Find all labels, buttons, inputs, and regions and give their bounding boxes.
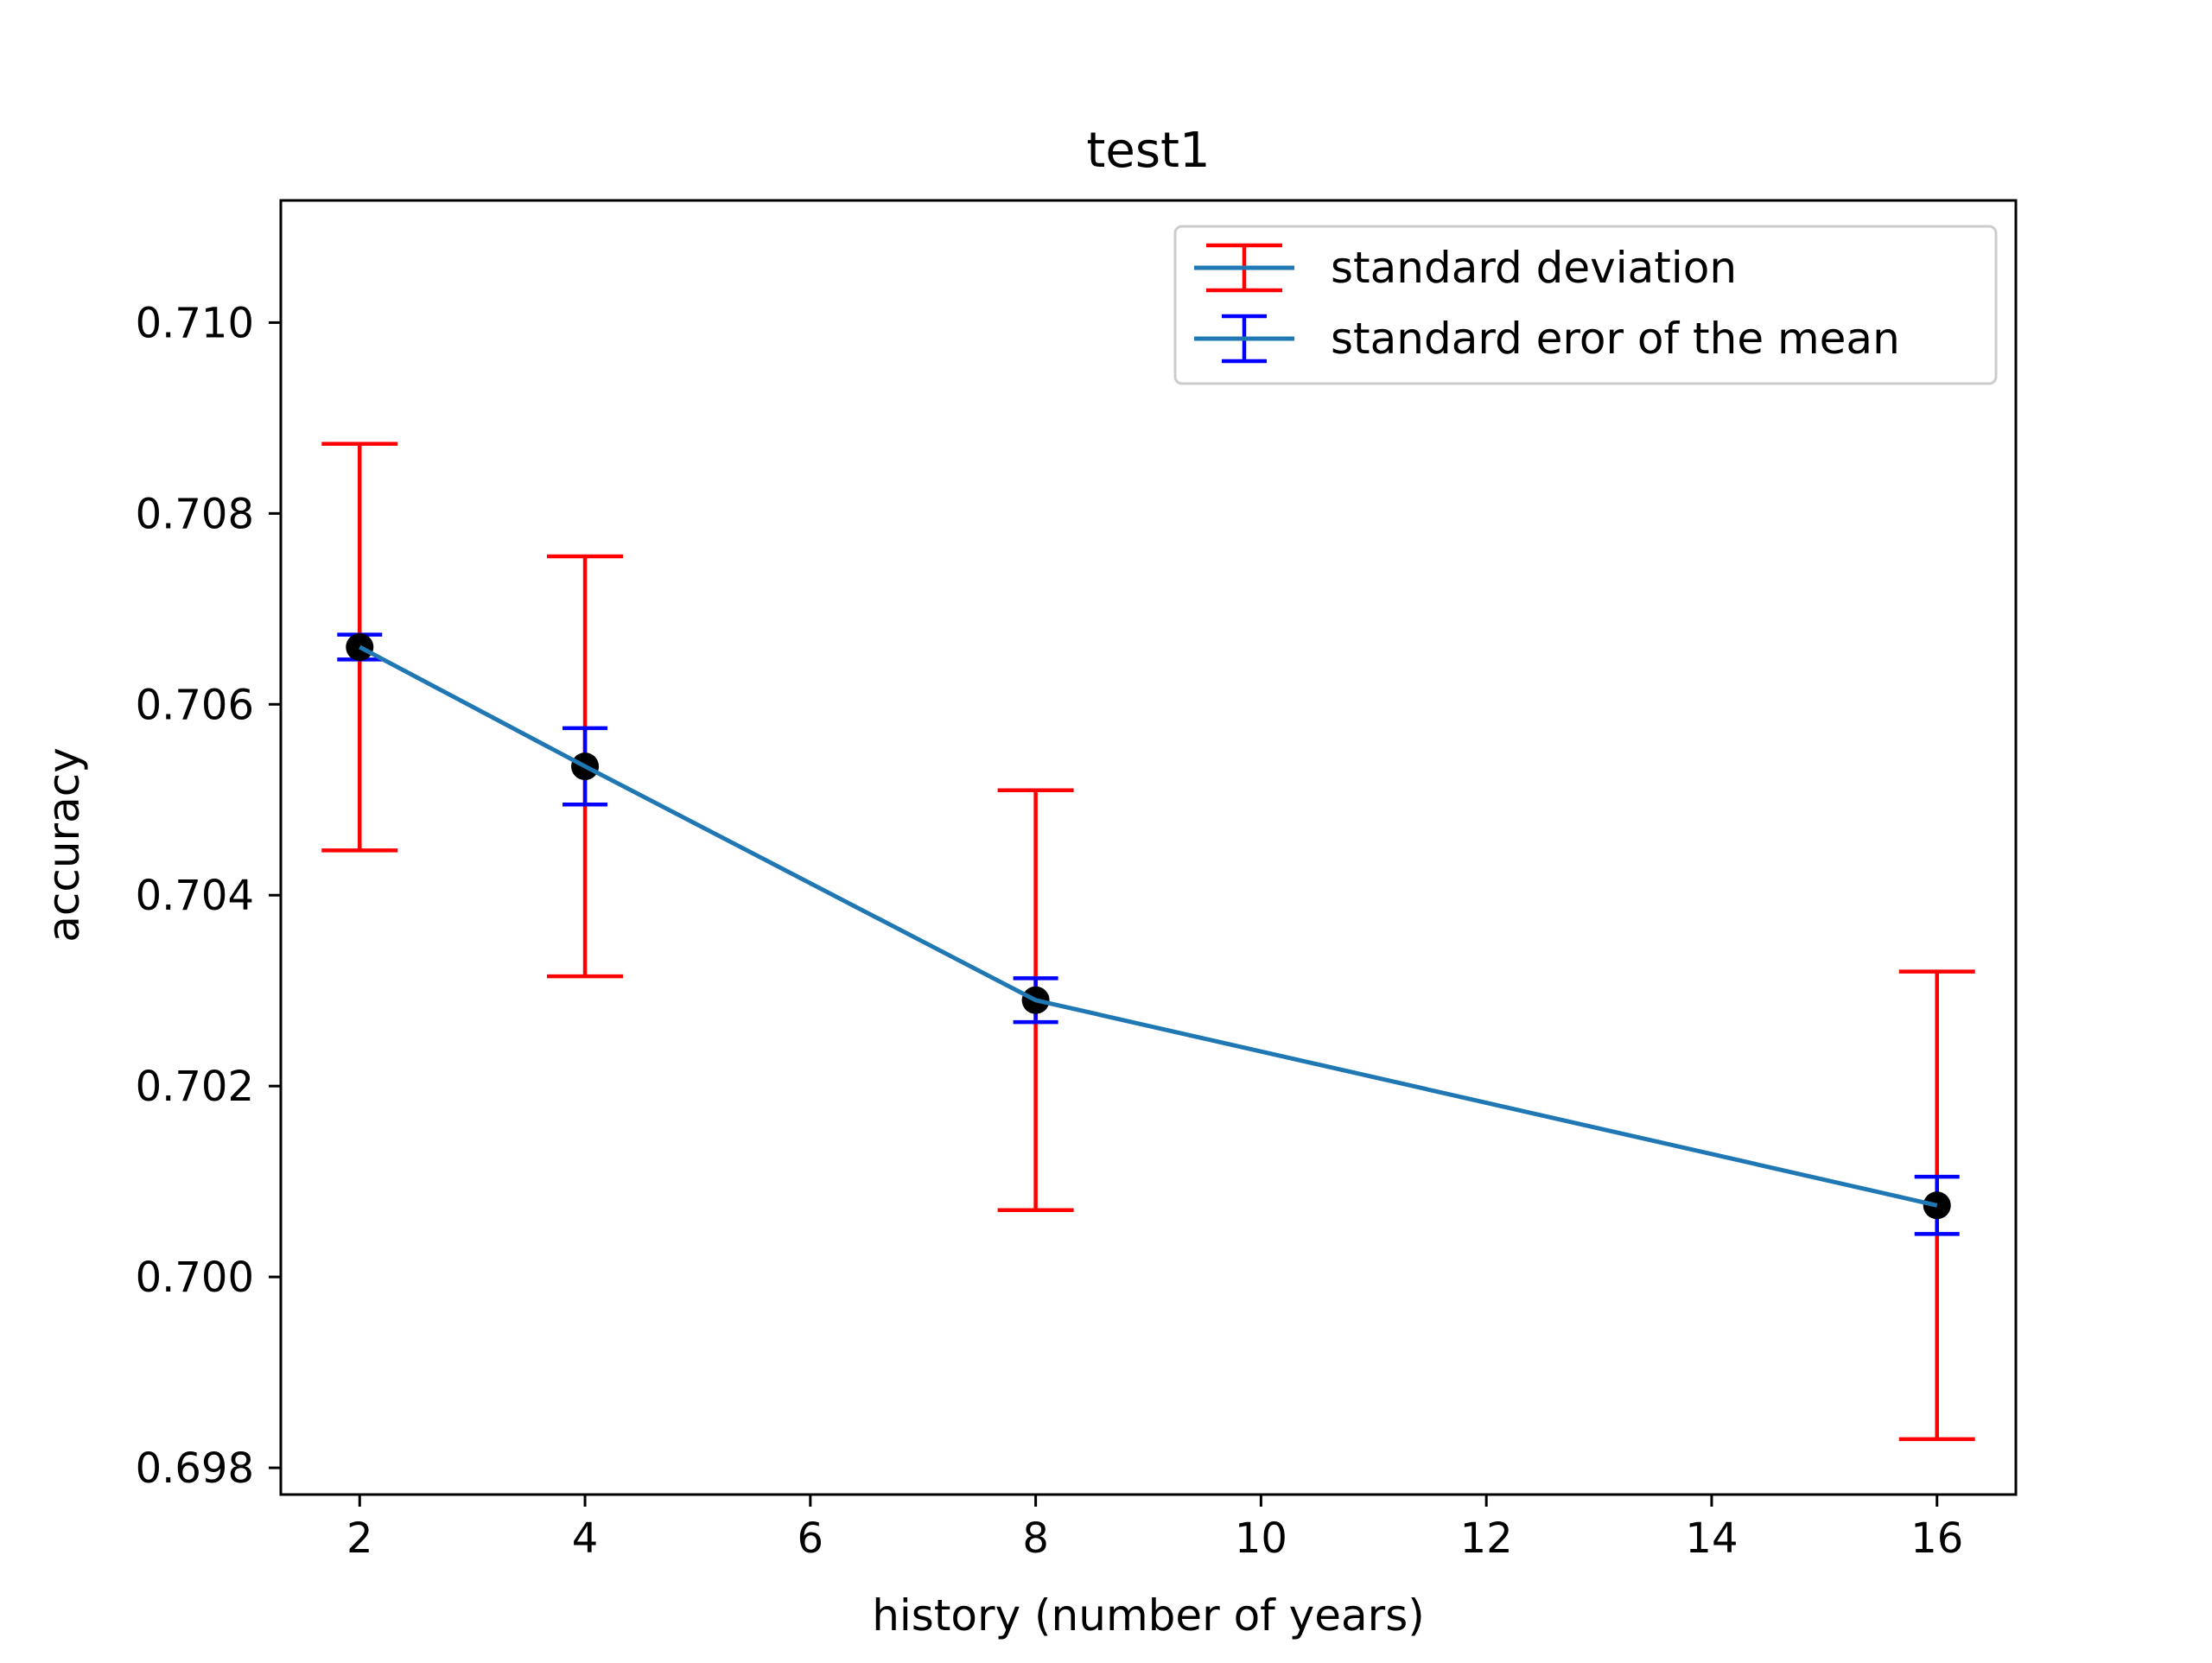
legend-item: standard eror of the mean [1194,314,1900,364]
x-tick-label: 10 [1235,1514,1287,1563]
y-tick-label: 0.698 [136,1444,254,1493]
y-tick-label: 0.710 [136,299,254,347]
x-tick-label: 6 [798,1514,824,1563]
legend: standard deviation standard eror of the m… [1173,225,1998,385]
legend-label: standard eror of the mean [1331,314,1900,364]
axes-frame [279,199,2018,1496]
x-tick-label: 16 [1910,1514,1963,1563]
y-tick-label: 0.706 [136,681,254,729]
y-axis-label: accuracy [39,747,89,943]
x-tick-label: 14 [1685,1514,1738,1563]
x-tick-label: 4 [572,1514,599,1563]
legend-box [1173,225,1998,385]
plot-area: 2 4 6 8 10 12 14 16 0.698 0.700 0.702 0.704 0.706 0.7… [136,199,2018,1563]
y-tick-label: 0.708 [136,490,254,538]
x-tick-label: 8 [1022,1514,1049,1563]
series-line [359,644,1938,1208]
x-tick-label: 2 [346,1514,373,1563]
y-tick-label: 0.700 [136,1254,254,1302]
y-tick-label: 0.704 [136,872,254,920]
y-tick-label: 0.702 [136,1063,254,1111]
legend-item: standard deviation [1194,243,1737,293]
x-axis-label: history (number of years) [872,1590,1425,1641]
x-tick-label: 12 [1460,1514,1513,1563]
legend-label: standard deviation [1331,243,1737,293]
chart-title: test1 [1086,123,1210,179]
